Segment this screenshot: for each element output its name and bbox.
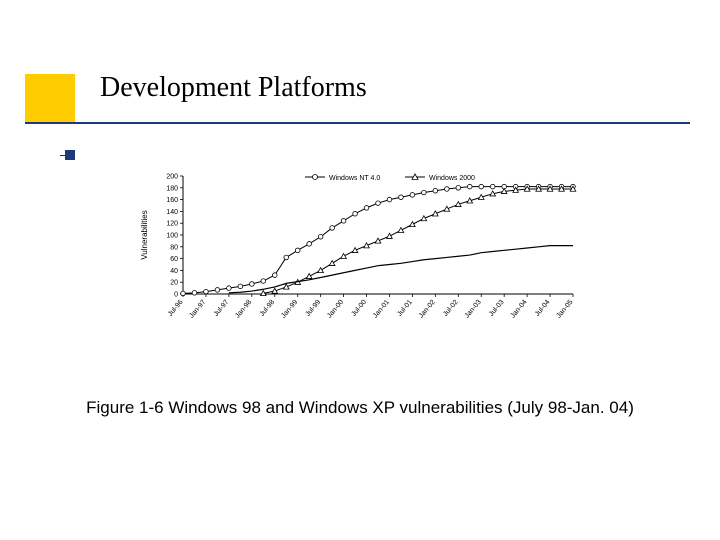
svg-text:Jul-96: Jul-96 xyxy=(167,299,185,318)
svg-text:0: 0 xyxy=(174,292,178,299)
svg-text:Windows NT 4.0: Windows NT 4.0 xyxy=(329,175,380,182)
svg-text:180: 180 xyxy=(166,185,178,192)
svg-text:100: 100 xyxy=(166,233,178,240)
svg-text:Jul-04: Jul-04 xyxy=(534,299,552,318)
page-title: Development Platforms xyxy=(100,72,367,104)
svg-text:140: 140 xyxy=(166,209,178,216)
svg-text:Jan-99: Jan-99 xyxy=(280,299,299,320)
svg-text:Jan-05: Jan-05 xyxy=(555,299,574,320)
svg-text:Jul-98: Jul-98 xyxy=(259,299,277,318)
svg-text:Jan-04: Jan-04 xyxy=(510,299,529,320)
svg-text:Jan-97: Jan-97 xyxy=(188,299,207,320)
figure-caption: Figure 1-6 Windows 98 and Windows XP vul… xyxy=(0,398,720,418)
title-accent-block xyxy=(25,74,75,124)
svg-text:120: 120 xyxy=(166,221,178,228)
svg-text:Jan-00: Jan-00 xyxy=(326,299,345,320)
svg-text:Jul-03: Jul-03 xyxy=(488,299,506,318)
svg-text:Jan-02: Jan-02 xyxy=(418,299,437,320)
vulnerabilities-chart: 0 20 40 60 80 100 120 140 160 180 200 Vulnerabiliti… xyxy=(135,168,585,348)
svg-text:Jan-01: Jan-01 xyxy=(372,299,391,320)
svg-text:Jul-99: Jul-99 xyxy=(305,299,323,318)
svg-text:Jul-02: Jul-02 xyxy=(442,299,460,318)
svg-text:Windows 2000: Windows 2000 xyxy=(429,175,475,182)
svg-text:Vulnerabilities: Vulnerabilities xyxy=(140,210,149,260)
svg-text:200: 200 xyxy=(166,174,178,181)
chart-svg: 0 20 40 60 80 100 120 140 160 180 200 Vulnerabiliti… xyxy=(135,168,585,348)
svg-text:Jul-97: Jul-97 xyxy=(213,299,231,318)
svg-text:60: 60 xyxy=(170,256,178,263)
svg-text:Jan-98: Jan-98 xyxy=(234,299,253,320)
svg-text:160: 160 xyxy=(166,197,178,204)
svg-text:Jul-00: Jul-00 xyxy=(350,299,368,318)
svg-text:40: 40 xyxy=(170,268,178,275)
svg-text:Jan-03: Jan-03 xyxy=(464,299,483,320)
title-rule xyxy=(25,122,690,124)
bullet-icon xyxy=(65,150,75,160)
svg-text:20: 20 xyxy=(170,280,178,287)
svg-text:80: 80 xyxy=(170,244,178,251)
svg-text:Jul-01: Jul-01 xyxy=(396,299,414,318)
